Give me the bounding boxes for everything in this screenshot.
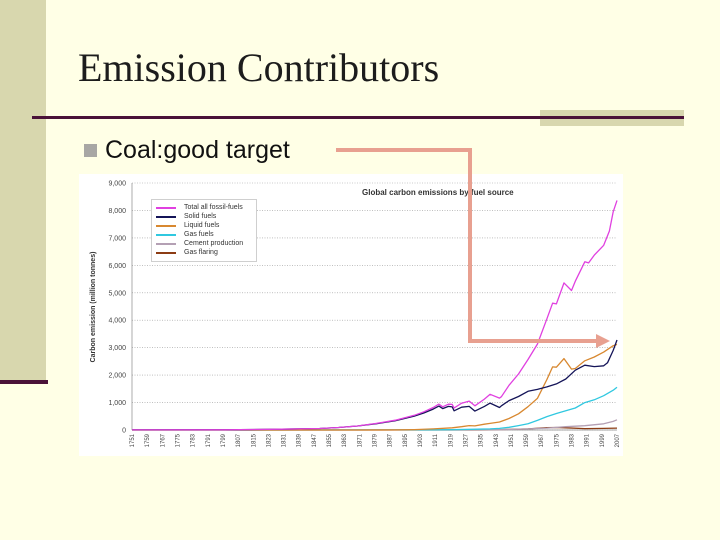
x-tick-label: 1895 — [403, 433, 409, 447]
bullet-text: Coal:good target — [105, 136, 290, 164]
x-tick-label: 1823 — [266, 433, 272, 447]
x-tick-label: 1759 — [145, 433, 151, 447]
series-line-total-all-fossil-fuels — [131, 200, 618, 431]
y-tick-label: 9,000 — [108, 181, 126, 188]
x-tick-label: 1767 — [160, 433, 166, 447]
x-tick-label: 1783 — [191, 433, 197, 447]
x-tick-label: 1815 — [251, 433, 257, 447]
legend-swatch-gas — [156, 233, 176, 236]
y-tick-label: 4,000 — [108, 318, 126, 325]
left-accent-line — [0, 380, 48, 384]
bullet-square-icon — [84, 144, 97, 157]
y-tick-label: 2,000 — [108, 373, 126, 380]
x-tick-label: 1919 — [448, 433, 454, 447]
legend-label-solid: Solid fuels — [184, 213, 217, 220]
x-tick-label: 1791 — [206, 433, 212, 447]
legend-label-flaring: Gas flaring — [184, 249, 218, 256]
x-tick-label: 1911 — [433, 433, 439, 447]
legend-label-cement: Cement production — [184, 240, 244, 247]
y-tick-label: 8,000 — [108, 208, 126, 215]
legend-entry-gas: Gas fuels — [156, 231, 214, 238]
series-line-gas-fuels — [131, 386, 618, 431]
y-tick-label: 3,000 — [108, 345, 126, 352]
x-tick-label: 1847 — [312, 433, 318, 447]
x-tick-label: 1855 — [327, 433, 333, 447]
x-tick-label: 1775 — [175, 433, 181, 447]
x-tick-label: 1863 — [342, 433, 348, 447]
legend-label-total: Total all fossil-fuels — [184, 204, 243, 211]
y-tick-label: 7,000 — [108, 235, 126, 242]
slide-title: Emission Contributors — [78, 45, 440, 90]
x-tick-label: 1799 — [221, 433, 227, 447]
chart-legend: Total all fossil-fuels Solid fuels Liqui… — [151, 199, 257, 262]
legend-entry-cement: Cement production — [156, 240, 243, 247]
legend-swatch-liquid — [156, 224, 176, 227]
legend-label-liquid: Liquid fuels — [184, 222, 220, 229]
x-tick-label: 1959 — [524, 433, 530, 447]
legend-label-gas: Gas fuels — [184, 231, 214, 238]
title-rule — [32, 116, 684, 119]
chart-x-ticks: 1751 1759 1767 1775 1783 1791 1799 1807 1815 1823… — [130, 433, 621, 447]
y-tick-label: 6,000 — [108, 263, 126, 270]
x-tick-label: 1831 — [282, 433, 288, 447]
y-tick-label: 0 — [122, 428, 126, 435]
legend-entry-total: Total all fossil-fuels — [156, 204, 243, 211]
legend-swatch-total — [156, 206, 176, 209]
callout-arrow-head — [596, 334, 610, 348]
bullet-item: Coal:good target — [84, 136, 290, 165]
series-line-liquid-fuels — [132, 343, 618, 431]
legend-entry-liquid: Liquid fuels — [156, 222, 219, 229]
x-tick-label: 1935 — [479, 433, 485, 447]
x-tick-label: 1751 — [130, 433, 136, 447]
left-accent-bar — [0, 0, 46, 384]
x-tick-label: 1943 — [494, 433, 500, 447]
callout-arrow-line — [336, 148, 597, 343]
chart-series — [131, 200, 618, 431]
x-tick-label: 1839 — [297, 433, 303, 447]
legend-entry-solid: Solid fuels — [156, 213, 216, 220]
chart-y-ticks: 0 1,000 2,000 3,000 4,000 5,000 6,000 7,000 8,00… — [108, 181, 126, 435]
x-tick-label: 1927 — [463, 433, 469, 447]
x-tick-label: 1871 — [357, 433, 363, 447]
x-tick-label: 1975 — [554, 433, 560, 447]
x-tick-label: 2007 — [615, 433, 621, 447]
y-tick-label: 5,000 — [108, 290, 126, 297]
x-tick-label: 1807 — [236, 433, 242, 447]
x-tick-label: 1903 — [418, 433, 424, 447]
x-tick-label: 1999 — [600, 433, 606, 447]
x-tick-label: 1951 — [509, 433, 515, 447]
legend-swatch-solid — [156, 215, 176, 218]
y-tick-label: 1,000 — [108, 400, 126, 407]
legend-swatch-flaring — [156, 251, 176, 254]
x-tick-label: 1967 — [539, 433, 545, 447]
x-tick-label: 1879 — [373, 433, 379, 447]
legend-entry-flaring: Gas flaring — [156, 249, 218, 256]
x-tick-label: 1983 — [570, 433, 576, 447]
chart-title: Global carbon emissions by fuel source — [362, 188, 514, 197]
legend-swatch-cement — [156, 242, 176, 245]
x-tick-label: 1991 — [585, 433, 591, 447]
x-tick-label: 1887 — [388, 433, 394, 447]
